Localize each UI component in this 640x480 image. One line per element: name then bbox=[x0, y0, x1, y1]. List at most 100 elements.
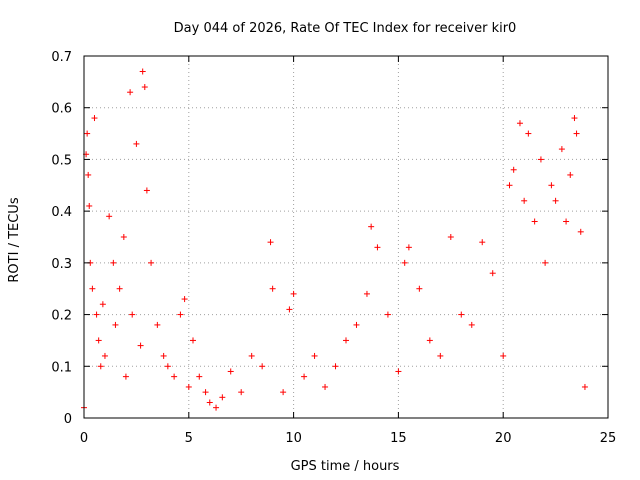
data-point bbox=[542, 259, 549, 266]
data-point bbox=[97, 363, 104, 370]
data-point bbox=[374, 244, 381, 251]
data-point bbox=[139, 68, 146, 75]
data-point bbox=[311, 352, 318, 359]
data-point bbox=[552, 197, 559, 204]
x-tick-label: 0 bbox=[80, 431, 88, 446]
data-point bbox=[458, 311, 465, 318]
y-tick-label: 0.3 bbox=[51, 257, 72, 272]
data-point bbox=[181, 296, 188, 303]
data-point bbox=[506, 182, 513, 189]
data-point bbox=[269, 285, 276, 292]
data-point bbox=[206, 399, 213, 406]
x-tick-label: 20 bbox=[495, 431, 512, 446]
data-point bbox=[219, 394, 226, 401]
data-point bbox=[91, 115, 98, 122]
data-point bbox=[426, 337, 433, 344]
data-point bbox=[259, 363, 266, 370]
y-axis-label: ROTI / TECUs bbox=[7, 197, 22, 282]
data-point bbox=[99, 301, 106, 308]
data-point bbox=[384, 311, 391, 318]
x-tick-label: 25 bbox=[600, 431, 617, 446]
data-point bbox=[160, 352, 167, 359]
data-point bbox=[510, 166, 517, 173]
data-point bbox=[120, 234, 127, 240]
data-point bbox=[286, 306, 293, 313]
data-point bbox=[189, 337, 196, 344]
data-point bbox=[322, 383, 329, 390]
data-point bbox=[227, 368, 234, 375]
data-point bbox=[196, 373, 203, 380]
data-point bbox=[101, 352, 108, 359]
x-tick-label: 10 bbox=[285, 431, 302, 446]
grid-lines bbox=[84, 56, 608, 418]
data-point bbox=[213, 404, 220, 411]
data-point bbox=[301, 373, 308, 380]
data-point bbox=[89, 285, 96, 292]
data-points bbox=[81, 68, 588, 411]
data-point bbox=[447, 234, 454, 240]
data-point bbox=[558, 146, 565, 153]
y-tick-label: 0 bbox=[64, 412, 72, 427]
data-point bbox=[267, 239, 274, 246]
data-point bbox=[395, 368, 402, 375]
data-point bbox=[154, 321, 161, 328]
data-point bbox=[531, 218, 538, 225]
data-point bbox=[368, 223, 375, 230]
plot-frame bbox=[83, 55, 609, 419]
data-point bbox=[500, 352, 507, 359]
data-point bbox=[112, 321, 119, 328]
data-point bbox=[143, 187, 150, 194]
data-point bbox=[548, 182, 555, 189]
data-point bbox=[280, 389, 287, 396]
data-point bbox=[116, 285, 123, 292]
y-tick-label: 0.6 bbox=[51, 102, 72, 117]
x-tick-label: 15 bbox=[390, 431, 407, 446]
data-point bbox=[567, 171, 574, 178]
data-point bbox=[93, 311, 100, 318]
data-point bbox=[129, 311, 136, 318]
data-point bbox=[127, 89, 134, 96]
y-tick-label: 0.4 bbox=[51, 205, 72, 220]
data-point bbox=[468, 321, 475, 328]
data-point bbox=[479, 239, 486, 246]
data-point bbox=[238, 389, 245, 396]
y-tick-label: 0.2 bbox=[51, 309, 72, 324]
data-point bbox=[521, 197, 528, 204]
y-tick-label: 0.7 bbox=[51, 50, 72, 65]
data-point bbox=[137, 342, 144, 349]
data-point bbox=[95, 337, 102, 344]
data-point bbox=[106, 213, 113, 220]
data-point bbox=[571, 115, 578, 122]
data-point bbox=[110, 259, 117, 266]
data-point bbox=[343, 337, 349, 344]
data-point bbox=[581, 383, 588, 390]
data-point bbox=[141, 84, 148, 91]
data-point bbox=[525, 130, 532, 137]
data-point bbox=[86, 202, 93, 209]
data-point bbox=[133, 140, 140, 147]
data-point bbox=[171, 373, 178, 380]
data-point bbox=[516, 120, 523, 127]
data-point bbox=[185, 383, 192, 390]
x-axis-label: GPS time / hours bbox=[291, 459, 400, 474]
data-point bbox=[122, 373, 129, 380]
data-point bbox=[164, 363, 171, 370]
data-point bbox=[577, 228, 584, 235]
data-point bbox=[416, 285, 423, 292]
data-point bbox=[177, 311, 184, 318]
data-point bbox=[290, 290, 297, 297]
data-point bbox=[202, 389, 209, 396]
data-point bbox=[84, 130, 91, 137]
axis-ticks: 0 5 10 15 20 25 0 0.1 0.2 0.3 0.4 0.5 0.6 0.7 bbox=[51, 50, 616, 446]
data-point bbox=[489, 270, 496, 277]
data-point bbox=[332, 363, 339, 370]
data-point bbox=[363, 290, 370, 297]
data-point bbox=[405, 244, 412, 251]
x-tick-label: 5 bbox=[185, 431, 193, 446]
y-tick-label: 0.1 bbox=[51, 360, 72, 375]
data-point bbox=[85, 171, 92, 178]
y-tick-label: 0.5 bbox=[51, 153, 72, 168]
data-point bbox=[148, 259, 155, 266]
data-point bbox=[437, 352, 444, 359]
